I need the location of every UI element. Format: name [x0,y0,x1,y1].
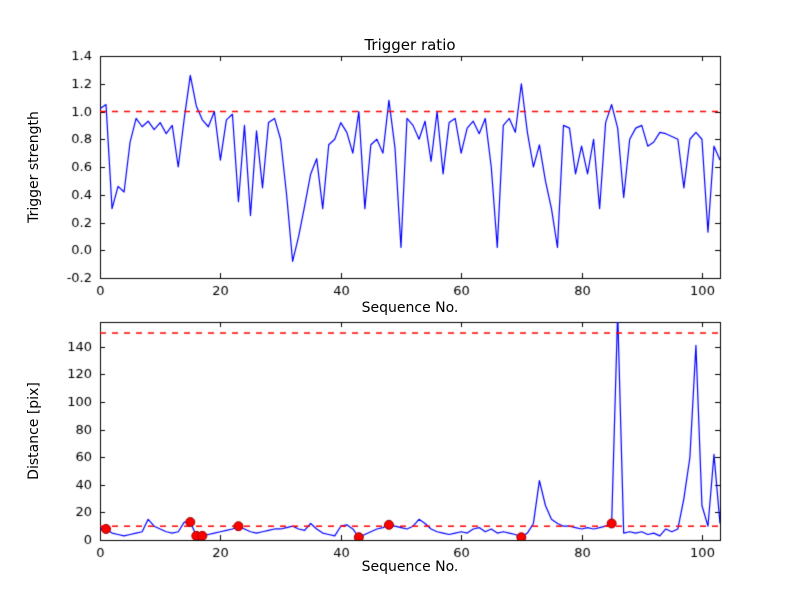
top-y-axis-label: Trigger strength [26,111,42,223]
top-x-axis-label: Sequence No. [361,300,459,316]
bottom-y-axis-label: Distance [pix] [26,382,42,480]
bottom-x-axis-label: Sequence No. [361,559,459,575]
top-chart-title: Trigger ratio [364,36,456,54]
